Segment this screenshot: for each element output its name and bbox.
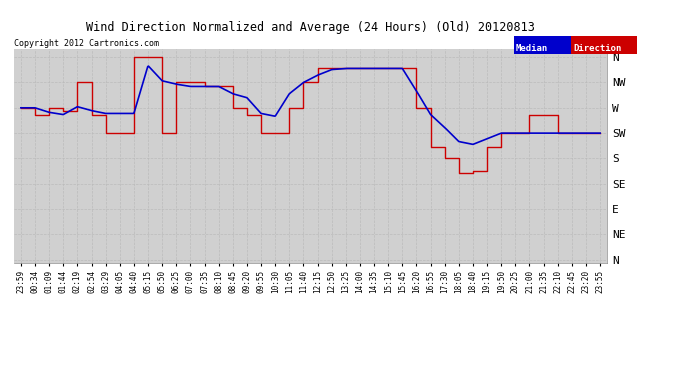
Text: Median: Median <box>516 44 549 53</box>
Text: Direction: Direction <box>573 44 622 53</box>
Text: Copyright 2012 Cartronics.com: Copyright 2012 Cartronics.com <box>14 39 159 48</box>
Text: Wind Direction Normalized and Average (24 Hours) (Old) 20120813: Wind Direction Normalized and Average (2… <box>86 21 535 34</box>
